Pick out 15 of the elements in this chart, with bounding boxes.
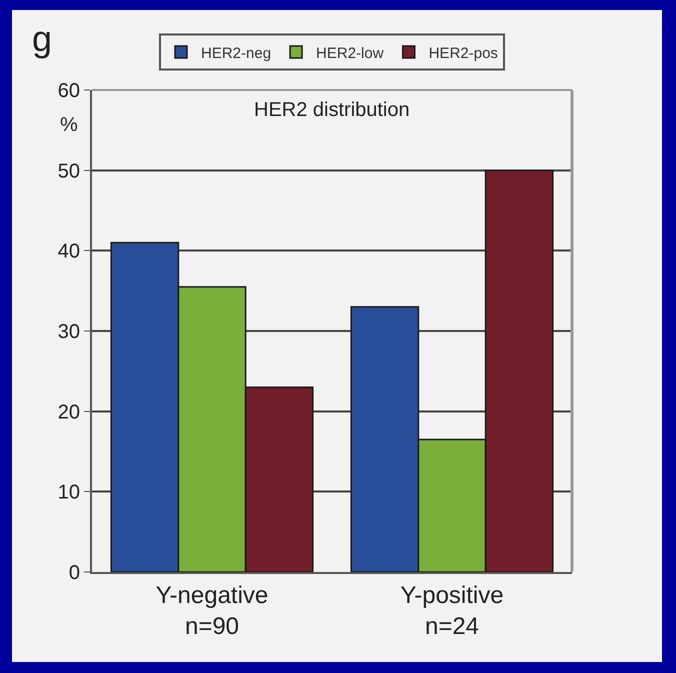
legend-label: HER2-low	[316, 44, 384, 62]
y-tick-label: 30	[58, 321, 80, 343]
text: HER2 distribution	[254, 99, 410, 121]
text: g	[32, 18, 52, 59]
y-tick-label: 60	[58, 80, 80, 102]
legend-label: HER2-neg	[201, 44, 272, 62]
y-tick-label: 20	[58, 401, 80, 424]
y-tick-label: 10	[58, 482, 80, 504]
y-tick-label: 50	[58, 160, 80, 182]
legend-label: HER2-pos	[428, 44, 498, 62]
x-tick-label: Y-positive n=24	[400, 582, 504, 640]
y-tick-label: 40	[58, 240, 80, 263]
y-tick-label: 0	[68, 562, 80, 584]
y-axis-title: %	[60, 114, 78, 136]
x-tick-label: Y-negative n=90	[156, 582, 268, 640]
